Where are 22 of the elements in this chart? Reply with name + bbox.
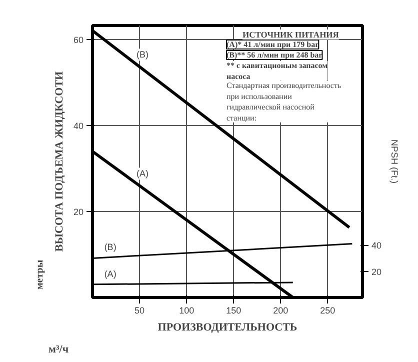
series-label: (A) <box>136 168 149 179</box>
x-tick-label: 50 <box>134 306 145 316</box>
annotation: Стандартная производительность при использовании гидравлической насосной станции: <box>226 81 342 122</box>
series-label: (B) <box>136 50 149 60</box>
y2-tick-label: 20 <box>372 266 382 277</box>
y2-axis-title: NPSH (Ft.) <box>390 140 400 184</box>
annotation: ИСТОЧНИК ПИТАНИЯ <box>242 30 339 40</box>
x-tick-label: 150 <box>226 306 242 316</box>
x-tick-label: 200 <box>273 306 288 316</box>
text: метры <box>34 260 46 290</box>
y2-tick-label: 40 <box>372 240 382 251</box>
y-axis-title: ВЫСОТА ПОДЪЕМА ЖИДКСОТИ <box>53 70 66 252</box>
y-tick-label: 20 <box>73 207 84 218</box>
x-tick-label: 250 <box>320 306 336 316</box>
y-tick-label: 40 <box>73 121 84 132</box>
series-label: (A) <box>104 269 116 280</box>
x-axis-title: ПРОИЗВОДИТЕЛЬНОСТЬ <box>158 322 298 334</box>
y-tick-label: 60 <box>73 35 84 46</box>
annotation: ** с кавитационым запасом насоса <box>226 61 328 81</box>
text: м³/ч <box>48 344 69 356</box>
series-label: (B) <box>104 242 116 252</box>
x-tick-label: 100 <box>179 306 194 316</box>
